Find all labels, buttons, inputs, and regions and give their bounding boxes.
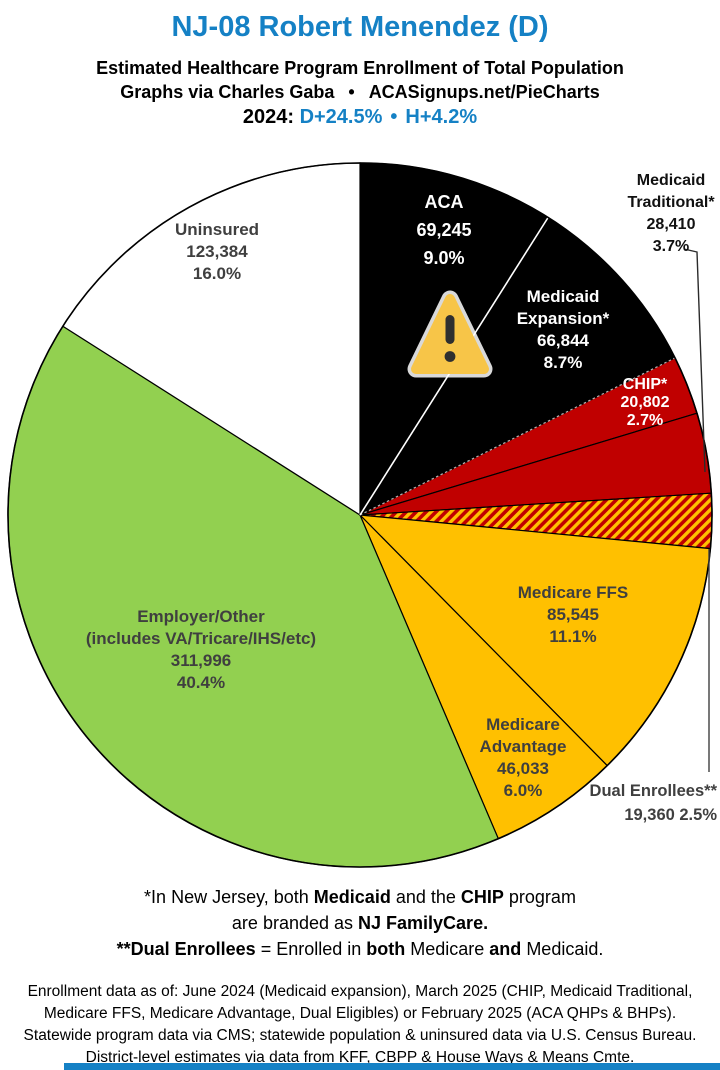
medicare-advantage-label: Medicare Advantage 46,033 6.0% — [479, 715, 567, 800]
credit-right: ACASignups.net/PieCharts — [368, 82, 600, 102]
medicaid-traditional-leader-line — [683, 248, 706, 473]
medicaid-expansion-label: Medicaid Expansion* 66,844 8.7% — [516, 287, 610, 372]
uninsured-label: Uninsured 123,384 16.0% — [174, 220, 260, 283]
source-line-1: Enrollment data as of: June 2024 (Medica… — [27, 983, 693, 1000]
medicaid-traditional-label: Medicaid Traditional* 28,410 3.7% — [627, 172, 715, 255]
pie-outline — [7, 162, 713, 868]
chip-label: CHIP* 20,802 2.7% — [620, 376, 670, 429]
slice-divider-dotted — [359, 357, 676, 516]
pie-slices — [7, 162, 713, 868]
source-line-2: Medicare FFS, Medicare Advantage, Dual E… — [43, 1005, 677, 1022]
footnote-line-2: are branded as NJ FamilyCare. — [231, 913, 489, 933]
election-dem-margin: D+24.5% — [299, 106, 383, 128]
warning-icon — [407, 290, 493, 378]
source-line-4: District-level estimates via data from K… — [85, 1049, 635, 1066]
election-house-margin: H+4.2% — [405, 106, 478, 128]
credit-line: Graphs via Charles Gaba • ACASignups.net/P… — [0, 82, 720, 103]
chart-subtitle: Estimated Healthcare Program Enrollment … — [96, 58, 624, 78]
aca-label: ACA 69,245 9.0% — [416, 192, 472, 268]
election-stats-line: 2024: D+24.5% • H+4.2% — [0, 106, 720, 129]
dual-enrollees-label: Dual Enrollees** 19,360 2.5% — [589, 782, 717, 824]
source-line-3: Statewide program data via CMS; statewid… — [23, 1027, 697, 1044]
footnote-line-3: **Dual Enrollees = Enrolled in both Medi… — [116, 939, 604, 959]
footnotes: *In New Jersey, both Medicaid and the CH… — [0, 884, 720, 962]
employer-other-label: Employer/Other (includes VA/Tricare/IHS/… — [85, 607, 317, 692]
medicare-ffs-label: Medicare FFS 85,545 11.1% — [517, 583, 629, 646]
footnote-line-1: *In New Jersey, both Medicaid and the CH… — [144, 887, 576, 907]
next-chart-header-strip — [64, 1063, 720, 1070]
election-bullet-icon: • — [390, 106, 398, 128]
election-year: 2024: — [242, 106, 294, 128]
leader-lines — [683, 248, 710, 772]
source-attribution: Enrollment data as of: June 2024 (Medica… — [0, 981, 720, 1069]
credit-bullet-icon: • — [348, 82, 355, 102]
credit-left: Graphs via Charles Gaba — [120, 82, 335, 102]
page-title: NJ-08 Robert Menendez (D) — [171, 11, 549, 43]
